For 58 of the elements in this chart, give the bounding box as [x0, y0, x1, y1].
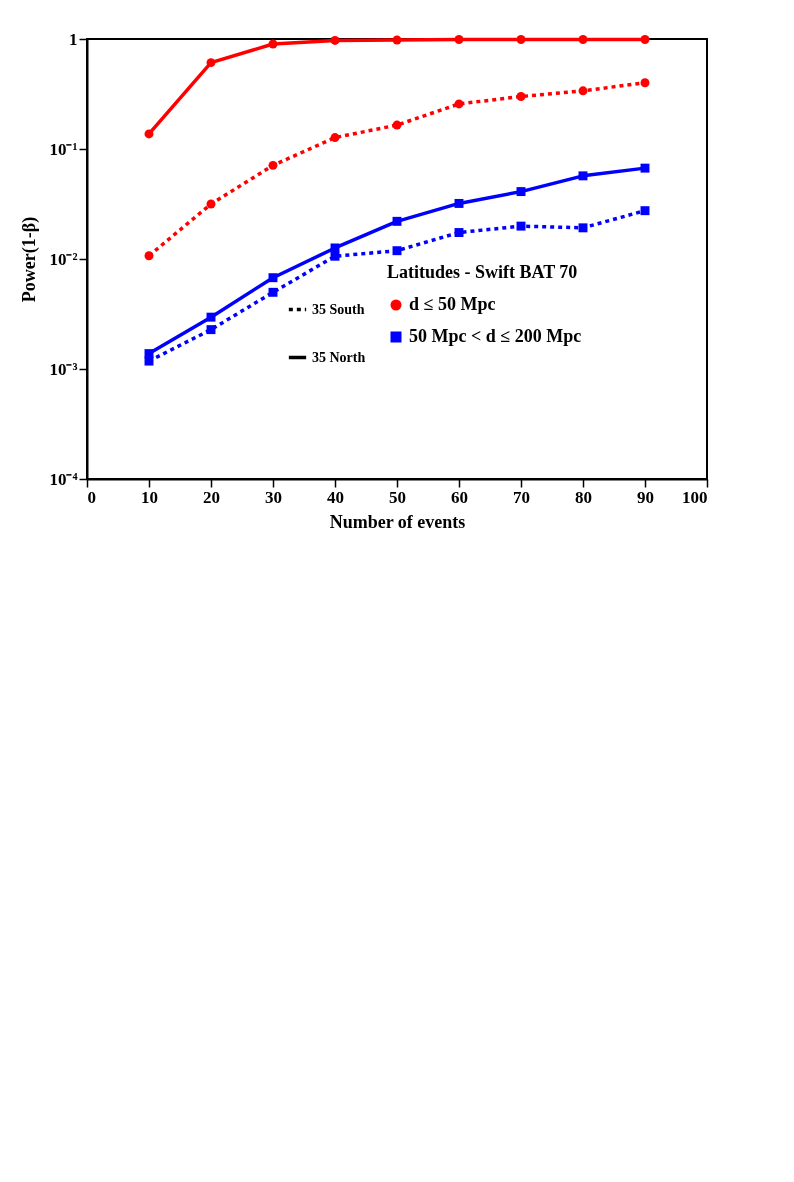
- point: [268, 287, 278, 297]
- x-tick-label: 100: [682, 487, 708, 507]
- point: [268, 39, 278, 49]
- point: [640, 163, 650, 173]
- x-tick-label: 80: [575, 487, 592, 507]
- point: [578, 171, 588, 181]
- legend-title: Latitudes - Swift BAT 70: [387, 262, 578, 282]
- point: [454, 99, 464, 109]
- x-tick-label: 70: [513, 487, 530, 507]
- point: [516, 221, 526, 231]
- legend-label: d ≤ 50 Mpc: [409, 294, 496, 314]
- point: [330, 243, 340, 253]
- point: [454, 198, 464, 208]
- point: [516, 187, 526, 197]
- point: [206, 325, 216, 335]
- point: [268, 160, 278, 170]
- point: [206, 199, 216, 209]
- point: [392, 35, 402, 45]
- point: [640, 35, 650, 44]
- point: [392, 246, 402, 256]
- point: [206, 58, 216, 68]
- legend-label: 50 Mpc < d ≤ 200 Mpc: [409, 326, 582, 346]
- point: [392, 216, 402, 226]
- point: [516, 35, 526, 44]
- y-axis-title: Power(1-β): [19, 216, 41, 303]
- point: [640, 78, 650, 88]
- y-tick-label: 10⁻¹: [49, 139, 78, 159]
- point: [144, 129, 154, 139]
- x-tick-label: 10: [141, 487, 158, 507]
- y-tick-label: 10⁻³: [49, 359, 78, 379]
- point: [392, 120, 402, 130]
- point: [144, 251, 154, 261]
- y-tick-label: 10⁻⁴: [49, 469, 78, 489]
- x-tick-label: 90: [637, 487, 654, 507]
- y-tick-label: 10⁻²: [49, 249, 78, 269]
- x-tick-label: 40: [327, 487, 344, 507]
- point: [640, 206, 650, 216]
- point: [454, 35, 464, 44]
- point: [516, 92, 526, 101]
- annotation: 35 North: [312, 349, 366, 365]
- point: [144, 356, 154, 366]
- x-axis-title: Number of events: [329, 511, 466, 532]
- x-tick-label: 30: [265, 487, 282, 507]
- x-tick-label: 60: [451, 487, 468, 507]
- point: [454, 228, 464, 238]
- y-tick-label: 1: [69, 29, 78, 49]
- x-tick-label: 50: [389, 487, 406, 507]
- point: [578, 35, 588, 44]
- point: [578, 86, 588, 96]
- point: [330, 133, 340, 143]
- x-tick-label: 20: [203, 487, 220, 507]
- annotation: 35 South: [312, 301, 365, 317]
- point: [578, 223, 588, 233]
- x-tick-label: 0: [87, 487, 96, 507]
- point: [330, 251, 340, 261]
- point: [268, 273, 278, 283]
- point: [206, 312, 216, 322]
- point: [330, 35, 340, 45]
